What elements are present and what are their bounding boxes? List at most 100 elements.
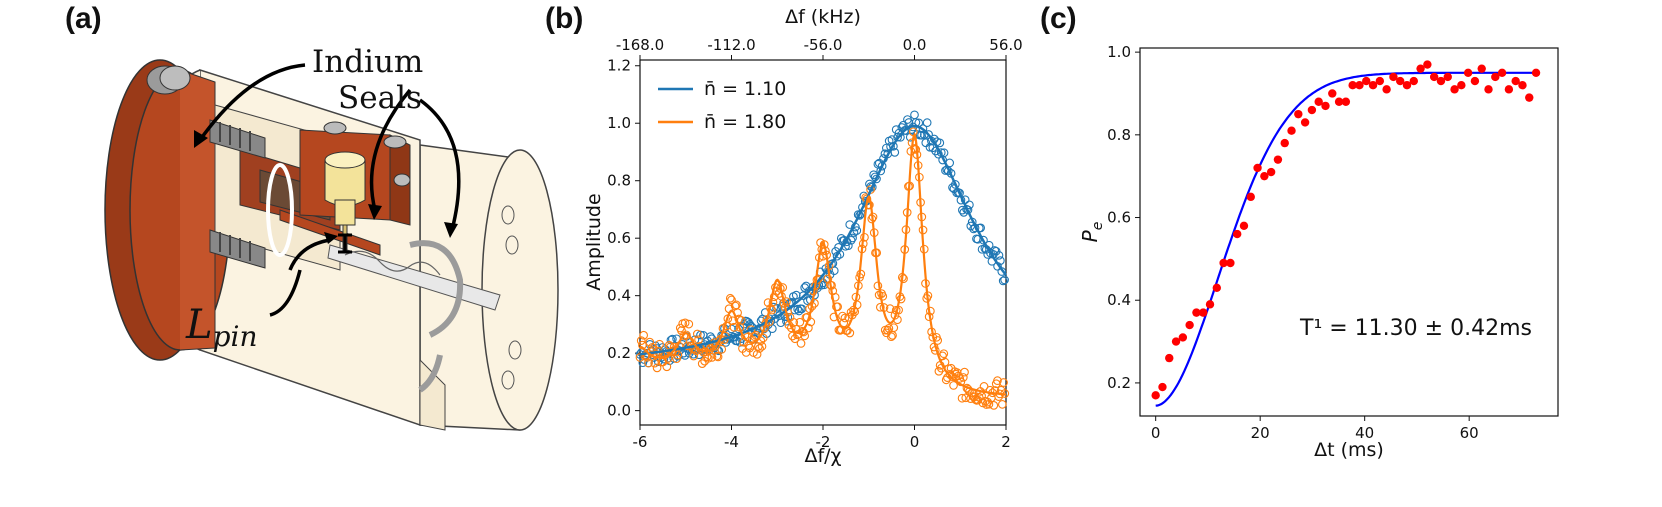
chart-b-point-nbar-1-80 [934,366,944,376]
chart-c-data-point [1484,85,1493,94]
chart-c-data-point [1219,258,1228,268]
chart-b-point-nbar-1-10 [889,141,898,151]
chart-c-data-point [1171,337,1181,346]
chart-b-point-nbar-1-80 [786,323,796,333]
chart-c-data-point [1158,382,1167,392]
chart-b-point-nbar-1-80 [838,311,847,321]
chart-c-data-point [1199,308,1208,317]
chart-b-point-nbar-1-80 [655,339,664,349]
chart-c-data-point [1294,109,1303,119]
chart-b-point-nbar-1-10 [852,226,862,235]
chart-b-ytick-label: 0.8 [607,172,631,190]
chart-b-point-nbar-1-10 [843,241,853,251]
chart-b-point-nbar-1-80 [875,302,885,312]
chart-b-point-nbar-1-80 [707,353,717,362]
chart-b-xtick-label: -6 [633,433,648,451]
chart-b-point-nbar-1-80 [884,324,894,333]
chart-c-data-point [1226,258,1235,268]
chart-c-data-point [1246,192,1255,202]
chart-b-point-nbar-1-80 [649,345,658,355]
legend-entry-nbar-1-10: n̄ = 1.10 [704,78,786,100]
chart-c-data-point [1348,81,1357,90]
chart-b-point-nbar-1-80 [746,325,756,334]
chart-c-data-point [1491,72,1500,82]
chart-b-point-nbar-1-80 [997,400,1007,409]
pin-length-marker [338,233,352,254]
chart-c-data-point [1416,64,1425,73]
chart-b-point-nbar-1-80 [782,297,791,306]
chart-b-fit-nbar-1-80 [639,132,1006,396]
chart-b-point-nbar-1-80 [753,342,763,351]
chart-b-point-nbar-1-80 [639,330,649,340]
chart-b-point-nbar-1-80 [958,373,968,382]
chart-b-point-nbar-1-10 [829,266,839,276]
apparatus-diagram: Indium Seals Lpin [104,44,559,431]
chart-c-data-point [1273,155,1283,164]
chart-b-point-nbar-1-80 [713,352,723,362]
chart-b-point-nbar-1-80 [689,351,699,361]
chart-b-point-nbar-1-80 [672,354,681,363]
chart-b-point-nbar-1-10 [893,132,902,142]
chart-b-point-nbar-1-80 [768,297,778,307]
chart-b-point-nbar-1-10 [791,290,801,300]
chart-b-ytick-label: 1.0 [607,114,631,132]
chart-b-point-nbar-1-10 [794,306,804,316]
chart-b-point-nbar-1-10 [910,110,919,120]
chart-c-data-point [1457,81,1466,90]
chart-b-point-nbar-1-80 [717,344,727,354]
chart-b-xlabel: Δf/χ [804,445,841,467]
chart-c-xlabel: Δt (ms) [1314,439,1384,461]
chart-b: Δf (kHz) Δf/χ Amplitude -6 -4 -2 0 2 0.0 0.2 0.… [583,6,1023,467]
panel-label-c: (c) [1040,2,1077,35]
panel-label-a: (a) [65,2,102,35]
chart-c-data-point [1321,101,1330,111]
chart-c-data-point [1504,85,1514,94]
chart-c-data-point [1178,333,1188,342]
chart-c-data-point [1518,81,1527,90]
callout-arrowheads [194,130,458,244]
chart-c-data-point [1232,229,1242,239]
chart-c-xtick-label: 20 [1251,424,1270,442]
chart-c-data-point [1287,126,1296,135]
chart-c-data-point [1300,118,1310,127]
chart-b-point-nbar-1-80 [939,349,949,359]
chart-b-point-nbar-1-80 [703,353,713,363]
chart-b-xtick-label: -2 [816,433,831,451]
chart-b-point-nbar-1-10 [798,291,808,301]
chart-c-fit-line [1155,71,1538,407]
chart-b-point-nbar-1-80 [957,393,967,403]
chart-c-data-point [1396,76,1405,86]
chart-b-point-nbar-1-80 [778,283,788,292]
chart-b-point-nbar-1-10 [922,118,932,127]
chart-b-ytick-label: 0.2 [607,344,631,362]
chart-b-point-nbar-1-80 [750,332,760,342]
lpin-label: Lpin [185,302,257,353]
chart-b-point-nbar-1-80 [712,351,722,361]
chart-c-data-point [1409,76,1418,86]
panel-label-b: (b) [545,2,584,35]
chart-c-data-point [1525,93,1534,102]
chart-c-xtick-label: 60 [1460,424,1479,442]
chart-b-point-nbar-1-80 [697,359,707,368]
chart-c-data-point [1497,68,1507,78]
chart-b-point-nbar-1-10 [950,180,960,189]
chart-b-point-nbar-1-80 [886,332,896,342]
chart-b-point-nbar-1-80 [694,335,703,345]
chart-b-point-nbar-1-80 [910,144,919,153]
chart-c-data-point [1239,221,1249,230]
chart-c-data-point [1443,72,1452,82]
chart-b-point-nbar-1-80 [845,328,855,338]
chart-c-data-point [1429,72,1439,82]
chart-b-point-nbar-1-10 [742,317,752,326]
chart-c-data-point [1477,64,1486,73]
chart-c-data-point [1470,76,1480,86]
indium-label-line2: Seals [338,80,422,116]
chart-b-ytick-label: 1.2 [607,57,631,75]
indium-label-line1: Indium [312,44,423,80]
chart-b-point-nbar-1-80 [725,293,735,303]
chart-b-point-nbar-1-80 [885,304,895,314]
chart-c-data-point [1192,308,1201,317]
chart-b-x2tick-label: -56.0 [804,36,843,54]
chart-b-point-nbar-1-80 [662,362,672,372]
chart-b-point-nbar-1-10 [666,335,676,345]
